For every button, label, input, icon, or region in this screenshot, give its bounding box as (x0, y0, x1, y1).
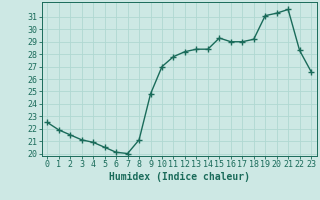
X-axis label: Humidex (Indice chaleur): Humidex (Indice chaleur) (109, 172, 250, 182)
